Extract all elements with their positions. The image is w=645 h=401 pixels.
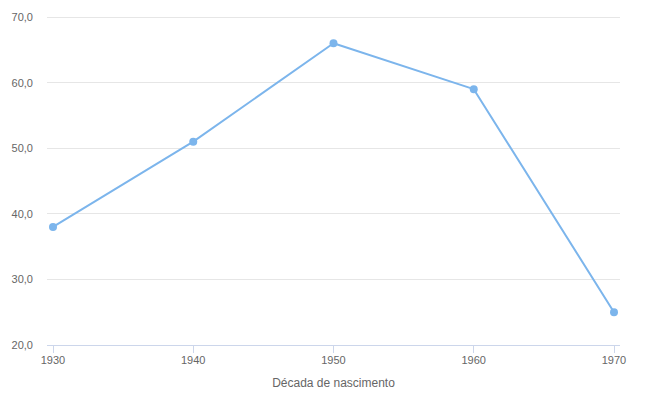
chart-svg: 20,0 30,0 40,0 50,0 60,0 70,0 1930 1940 1950 1960…	[0, 0, 645, 401]
x-tick	[53, 345, 54, 353]
grid-line	[47, 279, 620, 280]
x-tick	[193, 345, 194, 353]
grid-line	[47, 213, 620, 214]
data-point	[49, 223, 57, 231]
x-tick-label: 1940	[181, 354, 205, 366]
series-line	[53, 43, 614, 312]
x-tick	[614, 345, 615, 353]
x-axis-title: Década de nascimento	[272, 376, 395, 390]
y-tick-label: 30,0	[12, 273, 33, 285]
series-group	[49, 39, 618, 316]
x-tick	[333, 345, 334, 353]
data-point	[189, 138, 197, 146]
grid-line	[47, 17, 620, 18]
x-tick-label: 1930	[41, 354, 65, 366]
data-point	[470, 85, 478, 93]
y-tick-label: 40,0	[12, 208, 33, 220]
x-tick-label: 1970	[602, 354, 626, 366]
grid-line	[47, 148, 620, 149]
data-point	[330, 39, 338, 47]
y-tick-label: 50,0	[12, 142, 33, 154]
chart-container: 20,0 30,0 40,0 50,0 60,0 70,0 1930 1940 1950 1960…	[0, 0, 645, 401]
x-tick	[473, 345, 474, 353]
data-point	[610, 308, 618, 316]
x-tick-label: 1950	[321, 354, 345, 366]
y-tick-label: 20,0	[12, 339, 33, 351]
y-tick-label: 60,0	[12, 77, 33, 89]
x-tick-label: 1960	[462, 354, 486, 366]
y-tick-label: 70,0	[12, 11, 33, 23]
grid-line	[47, 82, 620, 83]
